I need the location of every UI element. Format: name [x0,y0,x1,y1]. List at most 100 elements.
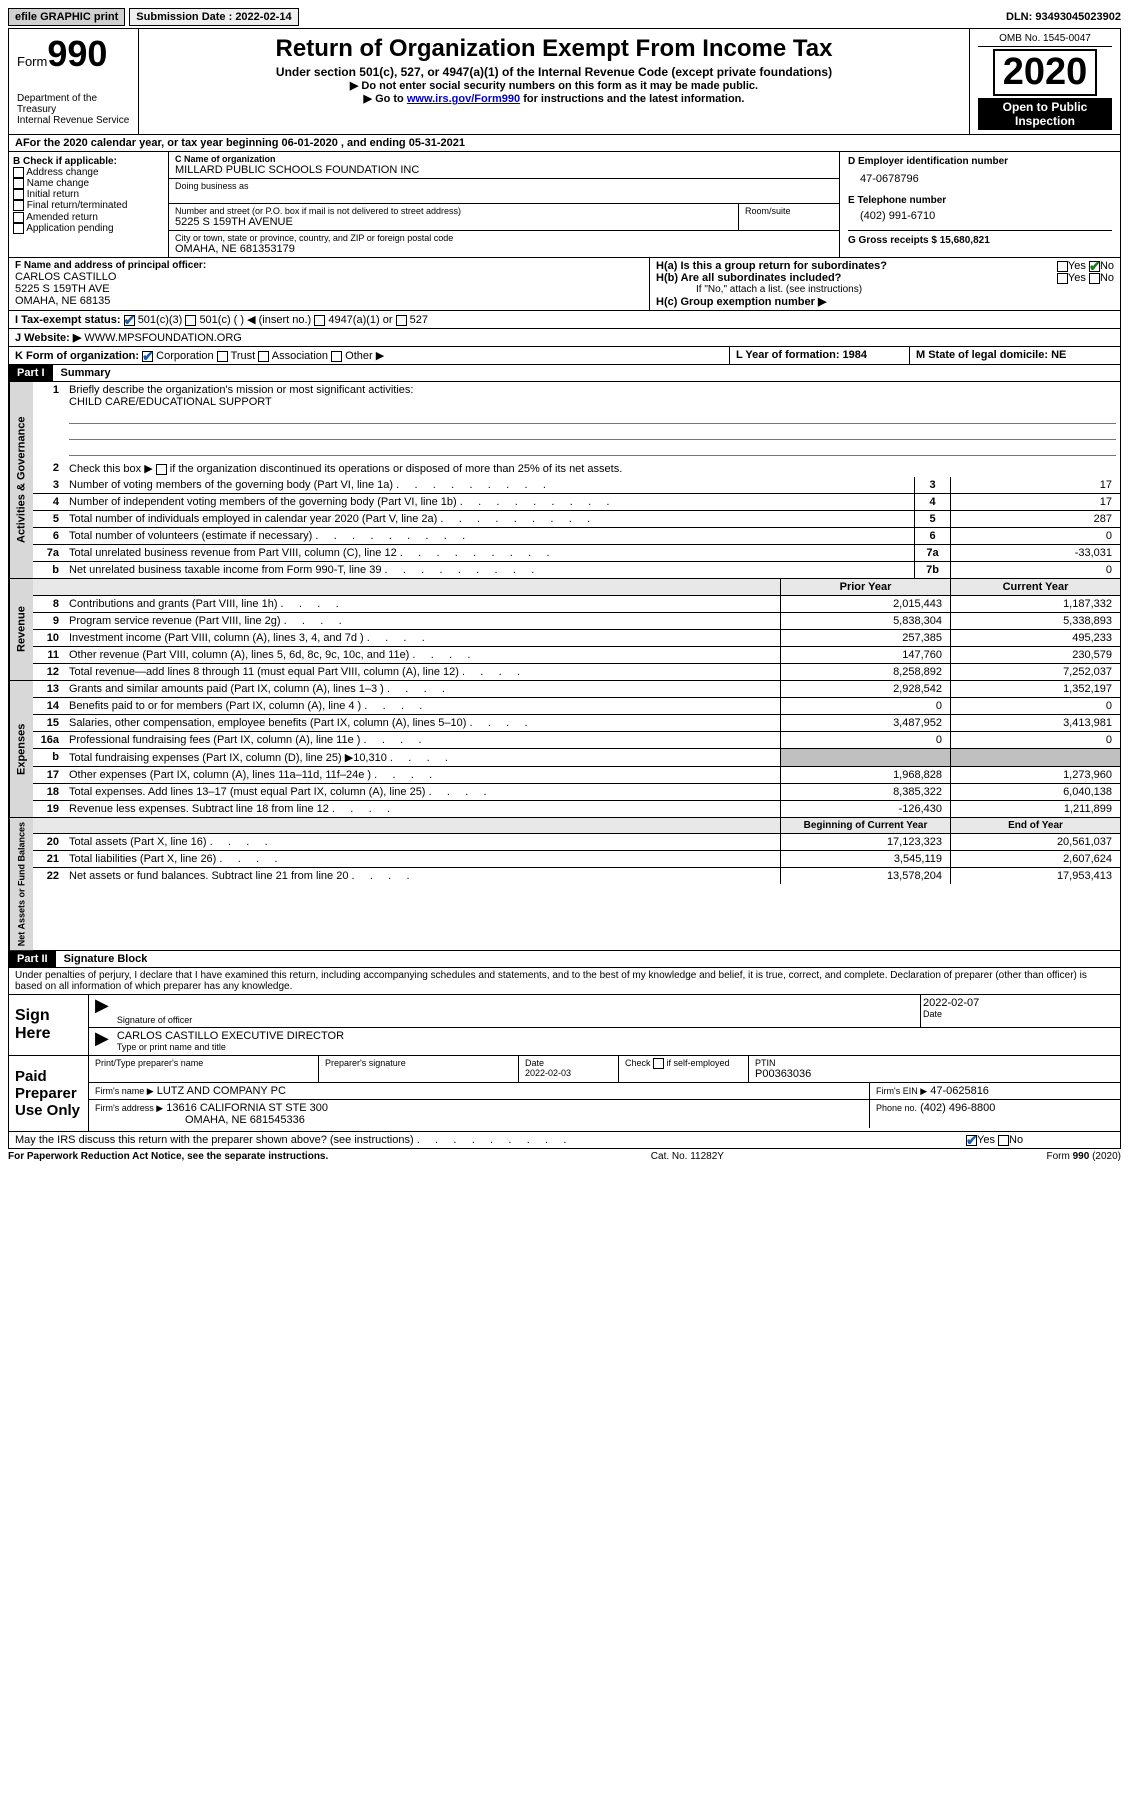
table-row: 11Other revenue (Part VIII, column (A), … [33,647,1120,664]
table-row: 17Other expenses (Part IX, column (A), l… [33,767,1120,784]
k-corp[interactable] [142,351,153,362]
q1-value: CHILD CARE/EDUCATIONAL SUPPORT [69,396,1116,408]
state-domicile: M State of legal domicile: NE [910,347,1120,364]
sig-officer-label: Signature of officer [117,1015,918,1025]
omb-number: OMB No. 1545-0047 [978,33,1112,47]
k-trust[interactable] [217,351,228,362]
form-subtitle: Under section 501(c), 527, or 4947(a)(1)… [147,65,961,79]
table-row: 13Grants and similar amounts paid (Part … [33,681,1120,698]
part-i-header: Part I Summary [8,365,1121,382]
gross-receipts: G Gross receipts $ 15,680,821 [848,235,1112,246]
table-row: 4Number of independent voting members of… [33,494,1120,511]
firm-ein: 47-0625816 [930,1085,989,1097]
firm-phone: (402) 496-8800 [920,1102,995,1114]
footer-mid: Cat. No. 11282Y [651,1151,724,1162]
arrow-icon: ▶ [89,1028,115,1054]
note-ssn: ▶ Do not enter social security numbers o… [147,79,961,92]
table-row: 20Total assets (Part X, line 16)17,123,3… [33,834,1120,851]
topbar: efile GRAPHIC print Submission Date : 20… [8,8,1121,26]
table-row: 10Investment income (Part VIII, column (… [33,630,1120,647]
pp-date: 2022-02-03 [525,1068,612,1078]
form-title: Return of Organization Exempt From Incom… [147,35,961,63]
table-row: 15Salaries, other compensation, employee… [33,715,1120,732]
officer-name-label: Type or print name and title [117,1042,1118,1052]
table-row: bNet unrelated business taxable income f… [33,562,1120,578]
vtab-netassets: Net Assets or Fund Balances [9,818,33,950]
table-row: 19Revenue less expenses. Subtract line 1… [33,801,1120,817]
ein-value: 47-0678796 [860,173,1112,185]
q1-label: Briefly describe the organization's miss… [69,384,1116,396]
i-501c3[interactable] [124,315,135,326]
sign-here-section: Sign Here ▶ Signature of officer 2022-02… [8,995,1121,1056]
col-b: B Check if applicable: Address change Na… [9,152,169,257]
i-501c[interactable] [185,315,196,326]
table-row: 8Contributions and grants (Part VIII, li… [33,596,1120,613]
cb-address-change[interactable] [13,167,24,178]
row-j: J Website: ▶ WWW.MPSFOUNDATION.ORG [8,329,1121,347]
dln: DLN: 93493045023902 [1006,11,1121,23]
table-row: 21Total liabilities (Part X, line 26)3,5… [33,851,1120,868]
block-bcdeg: B Check if applicable: Address change Na… [8,152,1121,258]
year-formation: L Year of formation: 1984 [730,347,910,364]
officer-label: F Name and address of principal officer: [15,260,643,271]
tax-year: 2020 [993,49,1098,96]
cb-initial-return[interactable] [13,189,24,200]
dept-irs: Internal Revenue Service [17,115,130,126]
hb-note: If "No," attach a list. (see instruction… [656,284,1114,295]
part-i-gov: Activities & Governance 1 Briefly descri… [8,382,1121,579]
street-label: Number and street (or P.O. box if mail i… [175,206,732,216]
prior-year-header: Prior Year [780,579,950,595]
i-4947[interactable] [314,315,325,326]
submission-date: Submission Date : 2022-02-14 [129,8,298,26]
i-527[interactable] [396,315,407,326]
room-label: Room/suite [745,206,833,216]
phone-label: E Telephone number [848,195,1112,206]
city-label: City or town, state or province, country… [175,233,833,243]
ha: H(a) Is this a group return for subordin… [656,260,1114,272]
firm-name: LUTZ AND COMPANY PC [157,1085,286,1097]
sig-date: 2022-02-07 [923,997,1118,1009]
hb-yes[interactable] [1057,273,1068,284]
row-i: I Tax-exempt status: 501(c)(3) 501(c) ( … [8,311,1121,329]
part-i-revenue: Revenue Prior Year Current Year 8Contrib… [8,579,1121,681]
ptin-value: P00363036 [755,1068,1114,1080]
footer-right: Form 990 (2020) [1047,1151,1121,1162]
q2-checkbox[interactable] [156,464,167,475]
beg-year-header: Beginning of Current Year [780,818,950,833]
k-assoc[interactable] [258,351,269,362]
cb-name-change[interactable] [13,178,24,189]
hb: H(b) Are all subordinates included? Yes … [656,272,1114,284]
hb-no[interactable] [1089,273,1100,284]
paid-preparer-label: Paid Preparer Use Only [9,1056,89,1131]
cb-self-employed[interactable] [653,1058,664,1069]
part-i-expenses: Expenses 13Grants and similar amounts pa… [8,681,1121,818]
sign-here-label: Sign Here [9,995,89,1055]
ha-yes[interactable] [1057,261,1068,272]
firm-addr1: 13616 CALIFORNIA ST STE 300 [166,1102,328,1114]
table-row: 16aProfessional fundraising fees (Part I… [33,732,1120,749]
ha-no[interactable] [1089,261,1100,272]
phone-value: (402) 991-6710 [860,210,1112,222]
paid-preparer-section: Paid Preparer Use Only Print/Type prepar… [8,1056,1121,1132]
open-to-public: Open to PublicInspection [978,98,1112,130]
pp-self-employed: Check if self-employed [619,1056,749,1082]
dept-treasury: Department of the Treasury [17,93,130,115]
footer-left: For Paperwork Reduction Act Notice, see … [8,1151,328,1162]
cb-amended-return[interactable] [13,212,24,223]
table-row: 5Total number of individuals employed in… [33,511,1120,528]
table-row: 6Total number of volunteers (estimate if… [33,528,1120,545]
pp-sig-label: Preparer's signature [325,1058,512,1068]
table-row: 22Net assets or fund balances. Subtract … [33,868,1120,884]
discuss-yes[interactable] [966,1135,977,1146]
section-a: A For the 2020 calendar year, or tax yea… [8,135,1121,152]
vtab-expenses: Expenses [9,681,33,817]
ptin-label: PTIN [755,1058,1114,1068]
k-other[interactable] [331,351,342,362]
form990-link[interactable]: www.irs.gov/Form990 [407,93,520,105]
cb-application-pending[interactable] [13,223,24,234]
hc: H(c) Group exemption number ▶ [656,295,1114,308]
part-i-netassets: Net Assets or Fund Balances Beginning of… [8,818,1121,951]
cb-final-return[interactable] [13,200,24,211]
discuss-no[interactable] [998,1135,1009,1146]
table-row: 3Number of voting members of the governi… [33,477,1120,494]
